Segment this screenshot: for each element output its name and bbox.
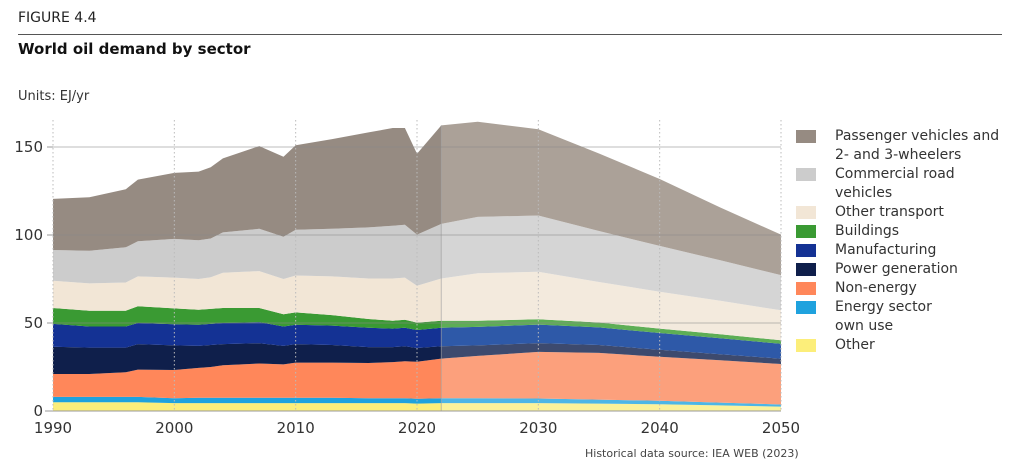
- area-passenger-vehicles-and-2-and-3-wheelers-projection: [441, 121, 781, 276]
- area-buildings-projection: [441, 319, 781, 344]
- legend-swatch: [796, 244, 816, 257]
- legend-item: Buildings: [796, 222, 1016, 241]
- legend-label: Non-energy: [835, 280, 917, 296]
- legend-swatch: [796, 339, 816, 352]
- x-tick-label: 2040: [641, 419, 679, 437]
- legend-swatch: [796, 301, 816, 314]
- legend-item: Energy sector own use: [796, 298, 1016, 336]
- legend-item: Commercial road vehicles: [796, 165, 1016, 203]
- area-other-historical: [53, 402, 442, 411]
- legend-swatch: [796, 206, 816, 219]
- legend-swatch: [796, 282, 816, 295]
- area-layers: [53, 121, 781, 411]
- area-power-generation-historical: [53, 343, 442, 374]
- chart-title: World oil demand by sector: [18, 40, 251, 58]
- legend-item: Non-energy: [796, 279, 1016, 298]
- gridlines: [52, 120, 782, 411]
- y-tick-label: 100: [14, 226, 43, 244]
- legend-label: Other: [835, 337, 875, 353]
- legend-item: Other: [796, 336, 1016, 355]
- area-commercial-road-vehicles-projection: [441, 215, 781, 311]
- y-tick-label: 50: [24, 314, 43, 332]
- x-tick-label: 2010: [277, 419, 315, 437]
- x-tick-label: 1990: [34, 419, 72, 437]
- legend-swatch: [796, 263, 816, 276]
- legend-item: Passenger vehicles and 2- and 3-wheelers: [796, 127, 1016, 165]
- x-tick-label: 2030: [519, 419, 557, 437]
- y-tick-label: 150: [14, 138, 43, 156]
- legend-item: Manufacturing: [796, 241, 1016, 260]
- legend-label: Energy sector own use: [835, 299, 932, 334]
- legend-label: Power generation: [835, 261, 958, 277]
- area-passenger-vehicles-and-2-and-3-wheelers-historical: [53, 125, 442, 251]
- area-power-generation-projection: [441, 343, 781, 364]
- area-manufacturing-projection: [441, 324, 781, 359]
- area-energy-sector-own-use-projection: [441, 398, 781, 407]
- x-tick-label: 2050: [762, 419, 800, 437]
- area-commercial-road-vehicles-historical: [53, 223, 442, 286]
- units-label: Units: EJ/yr: [18, 89, 90, 104]
- source-note: Historical data source: IEA WEB (2023): [585, 447, 799, 460]
- area-buildings-historical: [53, 306, 442, 330]
- area-non-energy-projection: [441, 351, 781, 405]
- x-tick-label: 2020: [398, 419, 436, 437]
- area-energy-sector-own-use-historical: [53, 396, 442, 404]
- legend-swatch: [796, 225, 816, 238]
- legend-label: Passenger vehicles and 2- and 3-wheelers: [835, 128, 1000, 163]
- axes: 0 50 100 150 1990 2000 2010 2020 2030 2040 2050: [14, 138, 800, 437]
- legend-swatch: [796, 130, 816, 143]
- legend-label: Buildings: [835, 223, 900, 239]
- legend-item: Power generation: [796, 260, 1016, 279]
- legend-item: Other transport: [796, 203, 1016, 222]
- figure-label: FIGURE 4.4: [18, 10, 97, 26]
- area-non-energy-historical: [53, 358, 442, 399]
- legend-swatch: [796, 168, 816, 181]
- x-tick-label: 2000: [155, 419, 193, 437]
- legend: Passenger vehicles and 2- and 3-wheelers…: [796, 127, 1016, 355]
- area-other-projection: [441, 403, 781, 411]
- y-tick-label: 0: [33, 402, 43, 420]
- legend-label: Manufacturing: [835, 242, 937, 258]
- area-other-transport-historical: [53, 271, 442, 323]
- title-divider: [18, 34, 1002, 35]
- legend-label: Commercial road vehicles: [835, 166, 955, 201]
- area-manufacturing-historical: [53, 322, 442, 348]
- legend-label: Other transport: [835, 204, 944, 220]
